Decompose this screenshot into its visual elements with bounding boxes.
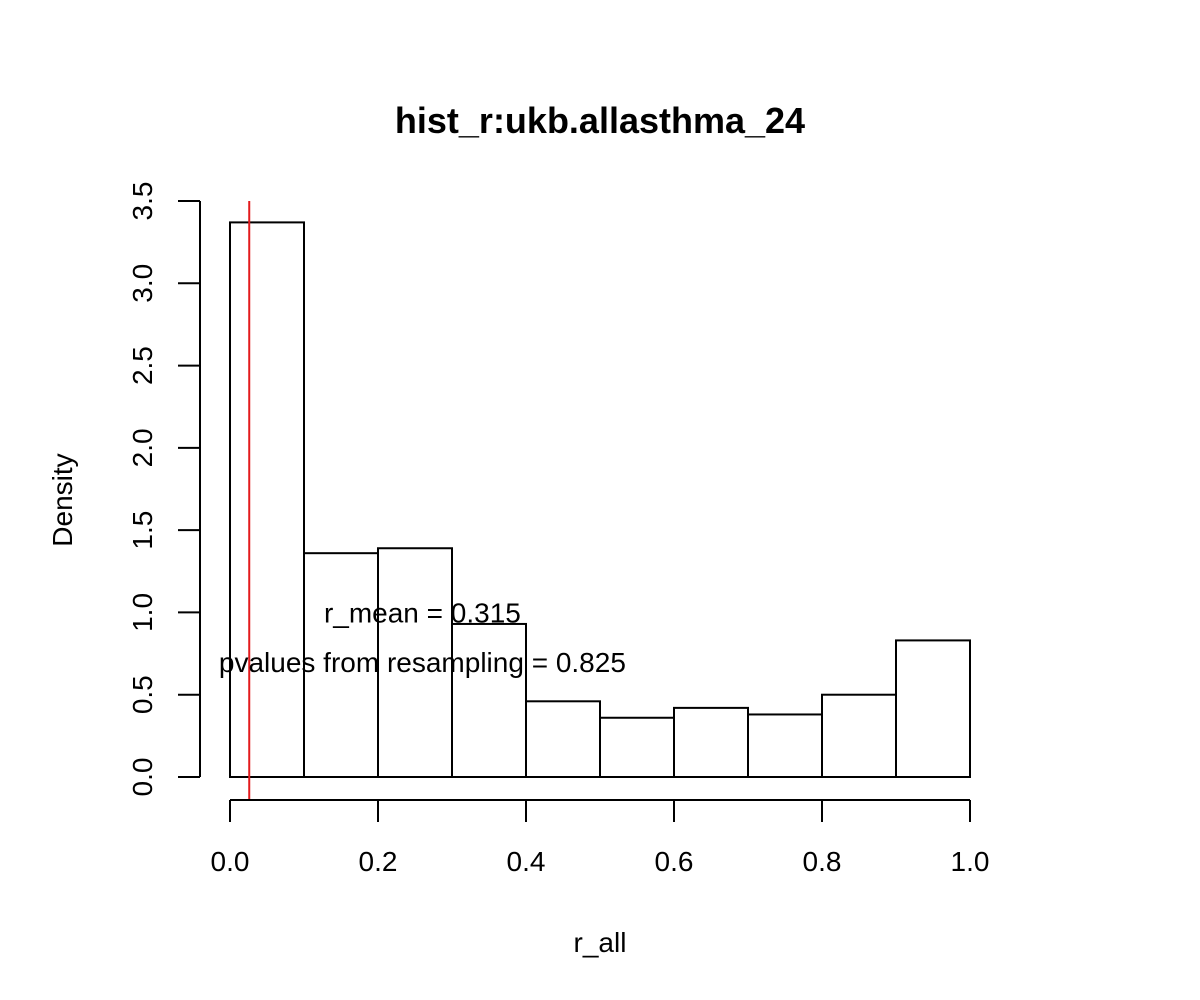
histogram-bar-4 — [525, 700, 601, 778]
y-tick-label-7: 3.5 — [127, 182, 158, 221]
x-tick-label-1: 0.2 — [359, 846, 398, 877]
y-tick-label-2: 1.0 — [127, 593, 158, 632]
x-axis: 0.0 0.2 0.4 0.6 0.8 1.0 — [211, 799, 990, 877]
x-tick-label-4: 0.8 — [803, 846, 842, 877]
x-tick-label-0: 0.0 — [211, 846, 250, 877]
histogram-bar-0 — [229, 221, 305, 778]
x-axis-label: r_all — [574, 927, 627, 958]
histogram-bar-6 — [673, 706, 749, 779]
y-tick-label-0: 0.0 — [127, 758, 158, 797]
histogram-bar-7 — [747, 713, 823, 778]
y-axis-label: Density — [47, 453, 78, 546]
annotations: r_mean = 0.315 pvalues from resampling = … — [219, 597, 626, 677]
x-tick-label-5: 1.0 — [951, 846, 990, 877]
y-tick-label-4: 2.0 — [127, 428, 158, 467]
x-tick-label-2: 0.4 — [507, 846, 546, 877]
annotation-1: pvalues from resampling = 0.825 — [219, 647, 626, 678]
histogram-bar-9 — [895, 639, 971, 778]
y-tick-label-3: 1.5 — [127, 511, 158, 550]
y-tick-label-1: 0.5 — [127, 675, 158, 714]
histogram-bar-5 — [599, 716, 675, 778]
annotation-0: r_mean = 0.315 — [324, 597, 521, 628]
y-axis: 0.0 0.5 1.0 1.5 2.0 2.5 3.0 3.5 — [127, 182, 201, 797]
y-tick-label-5: 2.5 — [127, 346, 158, 385]
histogram-bar-2 — [377, 547, 453, 779]
histogram-bar-8 — [821, 693, 897, 779]
histogram-bars — [229, 221, 971, 779]
y-tick-label-6: 3.0 — [127, 264, 158, 303]
histogram-bar-1 — [303, 552, 379, 778]
chart-title: hist_r:ukb.allasthma_24 — [395, 100, 805, 141]
histogram-bar-3 — [451, 622, 527, 778]
x-tick-label-3: 0.6 — [655, 846, 694, 877]
